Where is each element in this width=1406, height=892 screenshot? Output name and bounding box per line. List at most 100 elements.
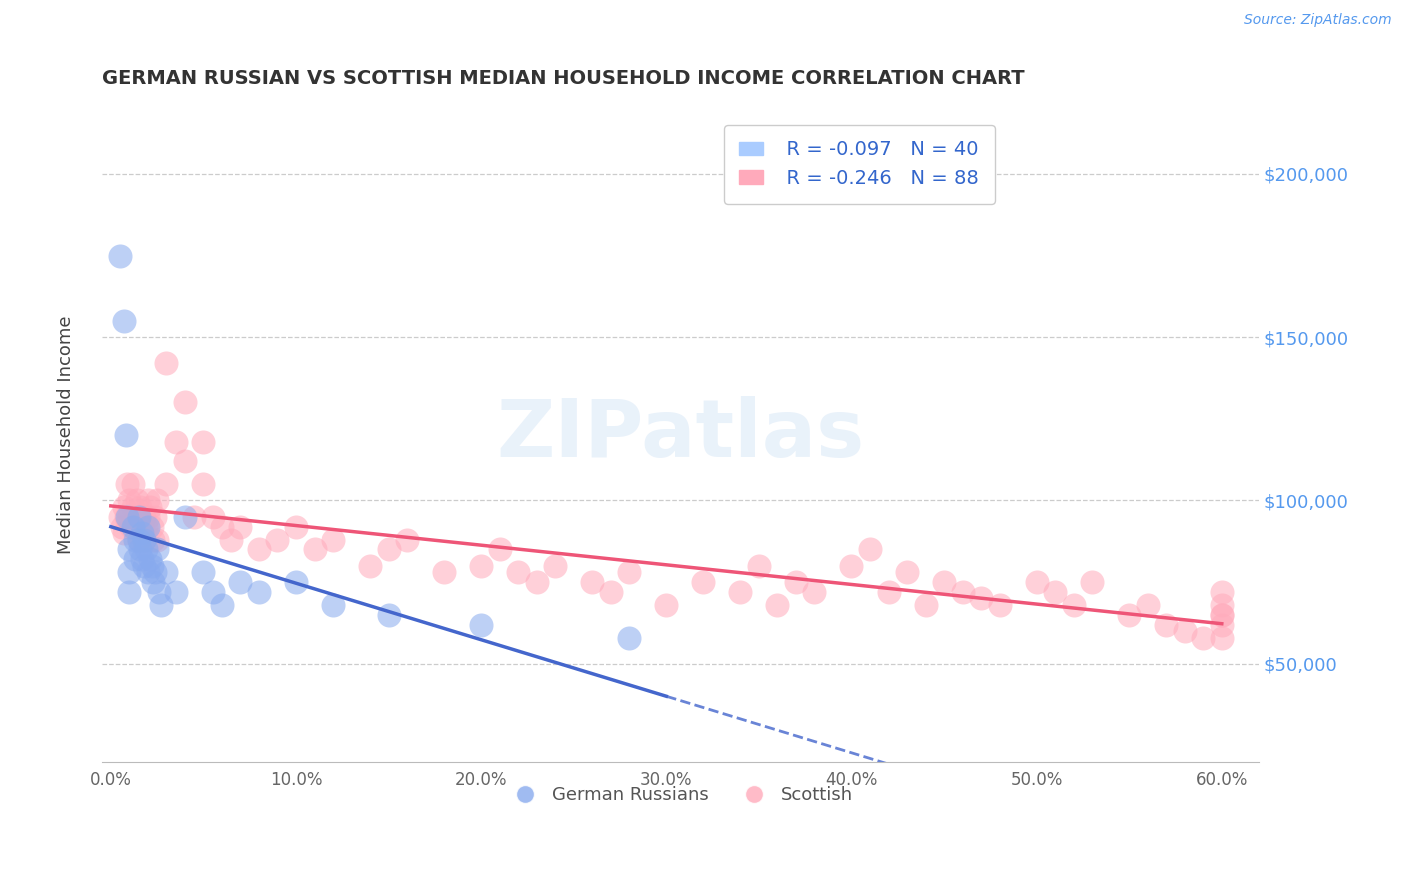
Point bbox=[118, 542, 141, 557]
Point bbox=[201, 585, 224, 599]
Point bbox=[111, 519, 134, 533]
Point bbox=[124, 533, 146, 547]
Point bbox=[138, 500, 160, 514]
Point bbox=[896, 566, 918, 580]
Point bbox=[149, 598, 172, 612]
Point bbox=[581, 575, 603, 590]
Point bbox=[129, 500, 152, 514]
Point bbox=[134, 533, 156, 547]
Point bbox=[655, 598, 678, 612]
Legend: German Russians, Scottish: German Russians, Scottish bbox=[501, 779, 860, 812]
Point bbox=[112, 500, 135, 514]
Point bbox=[146, 542, 169, 557]
Point bbox=[914, 598, 936, 612]
Text: GERMAN RUSSIAN VS SCOTTISH MEDIAN HOUSEHOLD INCOME CORRELATION CHART: GERMAN RUSSIAN VS SCOTTISH MEDIAN HOUSEH… bbox=[101, 69, 1024, 87]
Point bbox=[433, 566, 456, 580]
Point bbox=[877, 585, 900, 599]
Point bbox=[1211, 598, 1233, 612]
Point bbox=[211, 519, 233, 533]
Point bbox=[122, 519, 145, 533]
Point bbox=[131, 519, 153, 533]
Point bbox=[304, 542, 326, 557]
Point bbox=[229, 519, 252, 533]
Point bbox=[266, 533, 288, 547]
Point bbox=[841, 558, 863, 573]
Point bbox=[134, 533, 156, 547]
Point bbox=[488, 542, 510, 557]
Point bbox=[141, 519, 163, 533]
Point bbox=[122, 500, 145, 514]
Point bbox=[1118, 607, 1140, 622]
Point bbox=[508, 566, 530, 580]
Point bbox=[1211, 607, 1233, 622]
Point bbox=[785, 575, 807, 590]
Point bbox=[201, 509, 224, 524]
Point bbox=[229, 575, 252, 590]
Point bbox=[359, 558, 381, 573]
Point bbox=[136, 566, 159, 580]
Point bbox=[146, 493, 169, 508]
Point bbox=[118, 566, 141, 580]
Point bbox=[396, 533, 419, 547]
Point bbox=[146, 533, 169, 547]
Point bbox=[118, 585, 141, 599]
Point bbox=[128, 533, 150, 547]
Point bbox=[174, 509, 197, 524]
Point bbox=[377, 542, 399, 557]
Point bbox=[219, 533, 242, 547]
Point bbox=[619, 566, 641, 580]
Point bbox=[136, 509, 159, 524]
Point bbox=[988, 598, 1011, 612]
Text: Source: ZipAtlas.com: Source: ZipAtlas.com bbox=[1244, 13, 1392, 28]
Point bbox=[112, 526, 135, 541]
Point bbox=[1081, 575, 1104, 590]
Text: ZIPatlas: ZIPatlas bbox=[496, 396, 865, 475]
Point bbox=[599, 585, 621, 599]
Point bbox=[183, 509, 205, 524]
Point bbox=[122, 477, 145, 491]
Point bbox=[136, 519, 159, 533]
Point bbox=[247, 542, 270, 557]
Point bbox=[1025, 575, 1047, 590]
Point bbox=[128, 509, 150, 524]
Point bbox=[112, 314, 135, 328]
Point bbox=[1154, 617, 1177, 632]
Point bbox=[377, 607, 399, 622]
Point bbox=[155, 477, 177, 491]
Point bbox=[1063, 598, 1085, 612]
Point bbox=[141, 558, 163, 573]
Point bbox=[165, 434, 187, 449]
Point bbox=[247, 585, 270, 599]
Point bbox=[142, 575, 165, 590]
Point bbox=[1136, 598, 1159, 612]
Point bbox=[1192, 631, 1215, 645]
Point bbox=[470, 558, 492, 573]
Point bbox=[142, 533, 165, 547]
Point bbox=[108, 509, 131, 524]
Point bbox=[692, 575, 714, 590]
Point bbox=[803, 585, 825, 599]
Point bbox=[128, 509, 150, 524]
Point bbox=[131, 526, 153, 541]
Point bbox=[193, 477, 215, 491]
Point bbox=[322, 533, 344, 547]
Point bbox=[134, 509, 156, 524]
Point bbox=[128, 533, 150, 547]
Point bbox=[193, 434, 215, 449]
Point bbox=[1211, 631, 1233, 645]
Point bbox=[193, 566, 215, 580]
Point bbox=[114, 428, 136, 442]
Point bbox=[859, 542, 882, 557]
Point bbox=[932, 575, 955, 590]
Point bbox=[748, 558, 770, 573]
Point bbox=[124, 552, 146, 566]
Point bbox=[155, 356, 177, 370]
Point bbox=[1211, 617, 1233, 632]
Point bbox=[174, 395, 197, 409]
Point bbox=[129, 542, 152, 557]
Point bbox=[114, 509, 136, 524]
Point bbox=[619, 631, 641, 645]
Point bbox=[544, 558, 567, 573]
Point bbox=[120, 519, 142, 533]
Point bbox=[174, 454, 197, 468]
